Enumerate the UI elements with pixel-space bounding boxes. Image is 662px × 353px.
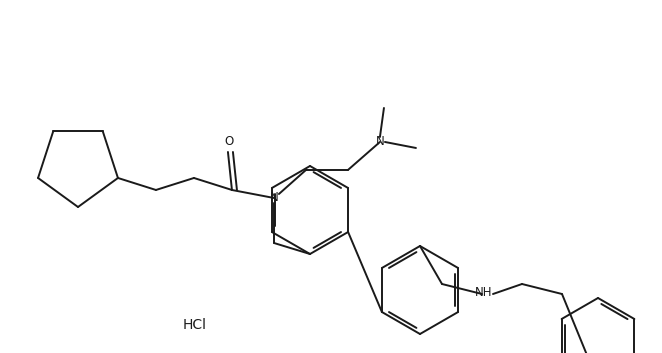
Text: NH: NH: [475, 286, 493, 299]
Text: HCl: HCl: [183, 318, 207, 332]
Text: N: N: [375, 136, 385, 149]
Text: N: N: [269, 191, 278, 204]
Text: O: O: [224, 136, 234, 149]
